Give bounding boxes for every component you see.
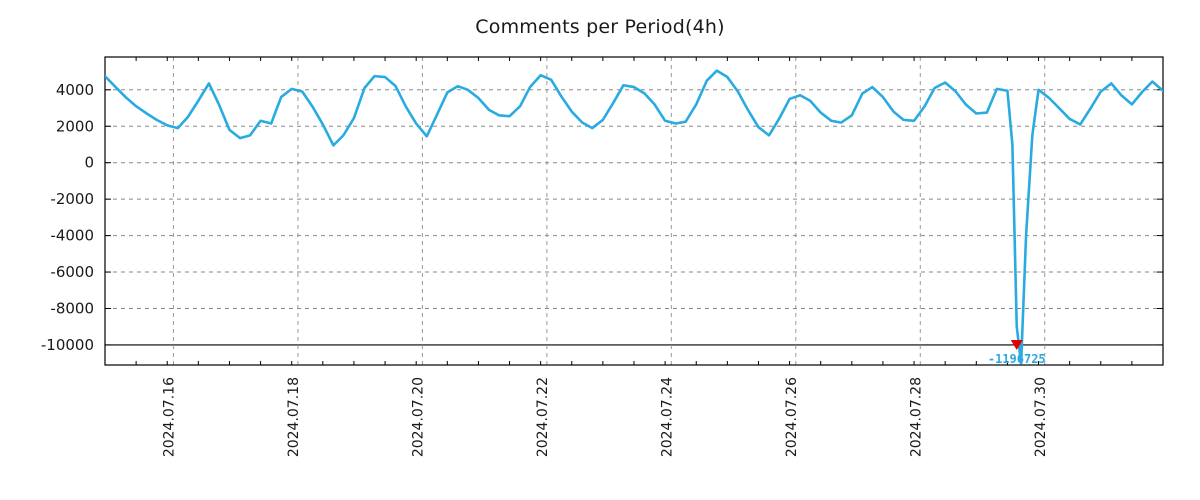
plot-frame: [104, 56, 1164, 366]
minimum-value-marker-icon: [1010, 339, 1023, 350]
minimum-value-annotation: -1196725: [988, 352, 1046, 366]
x-axis-tick-label: 2024.07.30: [1033, 377, 1049, 457]
y-axis-tick-label: -4000: [50, 227, 94, 245]
x-axis-tick-label: 2024.07.20: [410, 377, 426, 457]
y-axis-tick-label: 4000: [56, 81, 94, 99]
x-axis-tick-label: 2024.07.18: [286, 377, 302, 457]
x-axis-tick-label: 2024.07.26: [784, 377, 800, 457]
y-axis-tick-label: -6000: [50, 263, 94, 281]
x-axis-tick-label: 2024.07.28: [908, 377, 924, 457]
y-axis-tick-label: -10000: [41, 336, 94, 354]
y-axis-tick-label: -8000: [50, 300, 94, 318]
x-axis-tick-label: 2024.07.22: [535, 377, 551, 457]
y-axis-tick-label: -2000: [50, 190, 94, 208]
data-line-comments: [105, 69, 1163, 365]
chart-title: Comments per Period(4h): [475, 16, 725, 38]
y-axis-tick-label: 2000: [56, 117, 94, 135]
x-axis-tick-label: 2024.07.24: [659, 377, 675, 457]
y-axis-tick-label: 0: [84, 154, 94, 172]
x-axis-tick-label: 2024.07.16: [161, 377, 177, 457]
